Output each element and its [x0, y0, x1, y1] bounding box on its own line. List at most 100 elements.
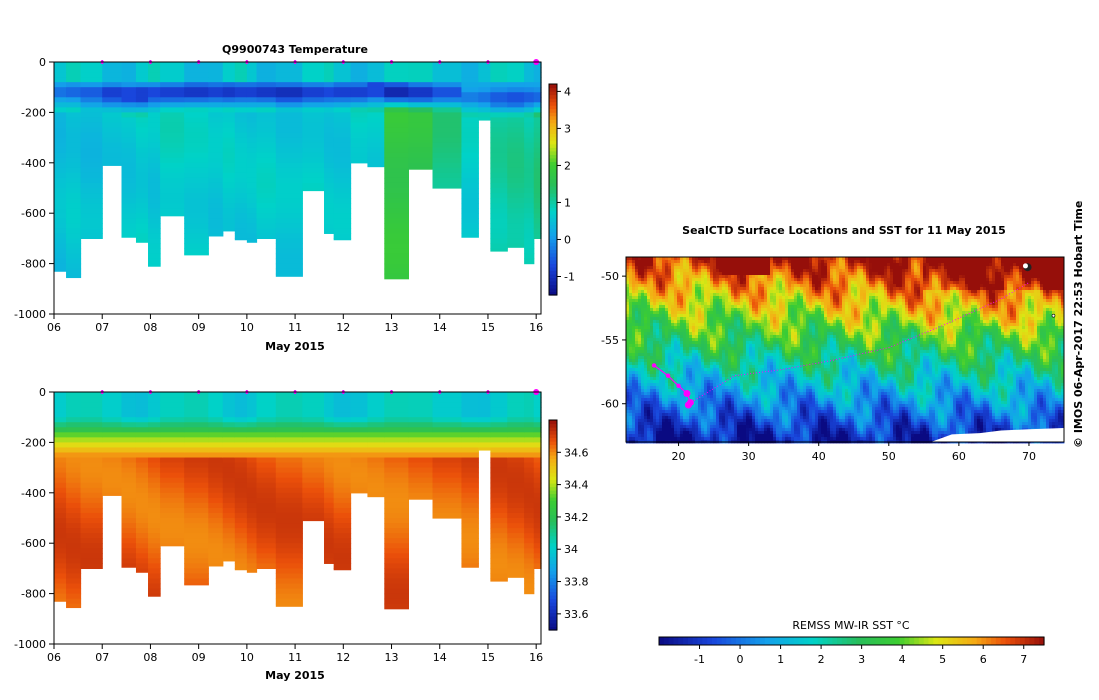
section-cell	[432, 97, 463, 103]
colorbar-segment	[549, 455, 557, 460]
section-cell	[275, 563, 303, 569]
section-cell	[246, 152, 258, 159]
section-cell	[246, 407, 258, 413]
section-cell	[302, 62, 325, 68]
section-cell	[524, 157, 535, 164]
section-cell	[102, 482, 123, 489]
sst-cell	[896, 257, 900, 261]
section-cell	[324, 558, 335, 564]
sst-cell	[803, 263, 807, 267]
sst-cell	[734, 272, 738, 276]
sst-cell	[1058, 299, 1062, 303]
sst-cell	[677, 296, 681, 300]
sst-cell	[881, 311, 885, 315]
sst-cell	[773, 311, 777, 315]
section-cell	[234, 157, 248, 164]
sst-cell	[887, 269, 891, 273]
sst-cell	[749, 296, 753, 300]
sst-cell	[653, 278, 657, 282]
section-cell	[533, 228, 542, 234]
sst-cell	[1037, 293, 1041, 297]
sst-cell	[635, 275, 639, 279]
section-cell	[135, 533, 149, 539]
section-cell	[333, 568, 352, 571]
section-cell	[533, 172, 542, 179]
sst-cell	[779, 269, 783, 273]
sst-cell	[638, 290, 642, 294]
colorbar-segment	[549, 196, 557, 201]
section-cell	[256, 407, 277, 413]
section-cell	[246, 442, 258, 449]
section-cell	[256, 92, 277, 98]
section-cell	[524, 427, 535, 433]
section-cell	[333, 548, 352, 554]
sst-cell	[728, 272, 732, 276]
sst-cell	[944, 272, 948, 276]
section-cell	[160, 87, 185, 93]
section-cell	[148, 137, 161, 144]
section-cell	[333, 162, 352, 169]
section-cell	[222, 417, 236, 423]
sst-cell	[809, 299, 813, 303]
sst-cell	[824, 278, 828, 282]
sst-cell	[728, 287, 732, 291]
section-cell	[524, 92, 535, 98]
sst-cell	[677, 290, 681, 294]
section-cell	[302, 182, 325, 189]
sst-cell	[935, 305, 939, 309]
sst-cell	[764, 269, 768, 273]
sst-cell	[974, 278, 978, 282]
sst-cell	[764, 281, 768, 285]
sst-cell	[752, 284, 756, 288]
section-cell	[490, 198, 508, 204]
section-cell	[333, 193, 352, 199]
section-cell	[432, 167, 463, 174]
section-cell	[160, 198, 185, 204]
sst-cell	[707, 269, 711, 273]
section-cell	[367, 467, 385, 474]
sst-cell	[653, 299, 657, 303]
sst-cell	[1058, 275, 1062, 279]
section-cell	[350, 92, 369, 98]
section-cell	[533, 198, 542, 204]
sst-cell	[944, 287, 948, 291]
sst-cell	[749, 269, 753, 273]
section-cell	[234, 167, 248, 174]
sst-cell	[818, 290, 822, 294]
sst-cell	[683, 305, 687, 309]
sst-cell	[707, 266, 711, 270]
sst-cell	[803, 269, 807, 273]
section-cell	[350, 422, 369, 428]
section-cell	[208, 112, 224, 119]
sst-cell	[833, 284, 837, 288]
sst-cell	[1013, 293, 1017, 297]
section-cell	[208, 172, 224, 179]
sst-cell	[869, 284, 873, 288]
sst-cell	[833, 263, 837, 267]
sst-cell	[1013, 263, 1017, 267]
sst-cell	[716, 299, 720, 303]
sst-cell	[797, 287, 801, 291]
section-cell	[350, 77, 369, 83]
section-cell	[533, 548, 542, 554]
section-cell	[54, 548, 67, 554]
sst-cell	[998, 302, 1002, 306]
section-cell	[66, 122, 82, 129]
section-cell	[80, 127, 103, 134]
section-cell	[275, 533, 303, 539]
x-tick-label: 10	[240, 651, 254, 664]
colorbar-segment	[549, 518, 557, 523]
section-cell	[408, 157, 434, 164]
section-cell	[478, 77, 491, 83]
sst-cell	[695, 260, 699, 264]
section-cell	[461, 563, 479, 568]
sst-cell	[752, 260, 756, 264]
sst-cell	[902, 272, 906, 276]
sst-cell	[701, 299, 705, 303]
sst-cell	[890, 302, 894, 306]
section-cell	[184, 543, 209, 549]
section-cell	[184, 432, 209, 438]
sst-cell	[992, 269, 996, 273]
section-cell	[208, 233, 224, 237]
sst-cell	[767, 281, 771, 285]
